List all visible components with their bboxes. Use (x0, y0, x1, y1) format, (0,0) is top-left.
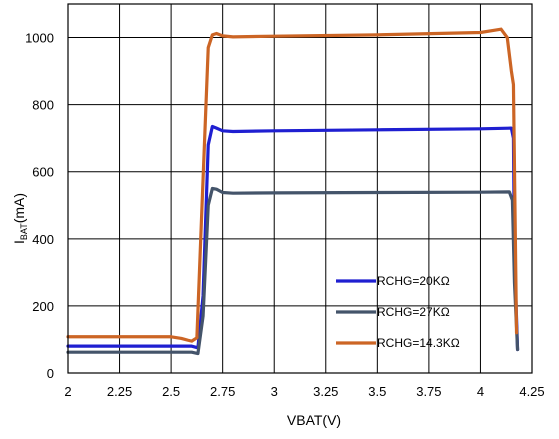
x-tick-label: 2.25 (107, 384, 132, 399)
plot-frame (67, 3, 533, 374)
y-tick-labels: 0 200 400 600 800 1000 (25, 31, 54, 381)
x-tick-label: 2 (64, 384, 71, 399)
y-axis-title-main: I (11, 240, 27, 244)
x-tick-label: 4.25 (519, 384, 544, 399)
y-tick-label: 1000 (25, 31, 54, 46)
y-tick-label: 800 (32, 98, 54, 113)
y-tick-label: 200 (32, 299, 54, 314)
x-tick-label: 3 (271, 384, 278, 399)
legend: RCHG=20KΩ RCHG=27KΩ RCHG=14.3KΩ (336, 274, 460, 350)
x-axis-title: VBAT(V) (287, 412, 341, 428)
x-tick-label: 2.75 (210, 384, 235, 399)
x-tick-label: 2.5 (162, 384, 180, 399)
series-line (66, 186, 520, 356)
legend-label: RCHG=27KΩ (377, 305, 450, 319)
x-tick-label: 4 (477, 384, 484, 399)
legend-label: RCHG=20KΩ (377, 274, 450, 288)
grid-lines (67, 4, 533, 374)
x-tick-label: 3.75 (416, 384, 441, 399)
series-line (66, 27, 519, 343)
y-tick-label: 600 (32, 165, 54, 180)
y-axis-title: IBAT(mA) (11, 193, 29, 244)
y-axis-title-subscript: BAT (19, 223, 29, 240)
y-tick-label: 0 (47, 366, 54, 381)
legend-label: RCHG=14.3KΩ (377, 336, 460, 350)
series-line (66, 124, 520, 352)
x-tick-label: 3.5 (368, 384, 386, 399)
y-axis-title-unit: (mA) (11, 193, 27, 223)
x-tick-label: 3.25 (313, 384, 338, 399)
x-tick-labels: 2 2.25 2.5 2.75 3 3.25 3.5 3.75 4 4.25 (64, 384, 544, 399)
y-tick-label: 400 (32, 232, 54, 247)
series-lines (66, 27, 520, 356)
